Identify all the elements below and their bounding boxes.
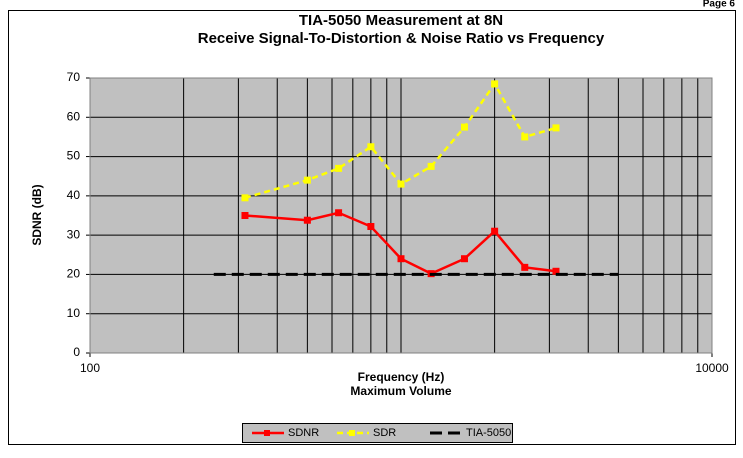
series-line — [244, 211, 557, 276]
data-point — [397, 255, 405, 263]
x-axis-sublabel: Maximum Volume — [350, 384, 451, 398]
data-point — [552, 267, 560, 275]
legend-marker — [349, 430, 355, 436]
series-line — [244, 81, 557, 200]
legend-box — [242, 423, 513, 443]
data-point — [303, 176, 311, 184]
legend-marker — [264, 430, 270, 436]
y-tick-label: 60 — [67, 109, 81, 123]
chart-subtitle: Receive Signal-To-Distortion & Noise Rat… — [198, 30, 605, 47]
y-tick-label: 40 — [67, 188, 81, 202]
data-point — [521, 263, 529, 271]
legend-label: TIA-5050 — [466, 427, 511, 439]
y-tick-label: 30 — [67, 227, 81, 241]
y-tick-label: 50 — [67, 149, 81, 163]
data-point — [491, 227, 499, 235]
plot-border — [89, 77, 713, 354]
data-point — [521, 133, 529, 141]
legend-label: SDR — [373, 427, 396, 439]
data-point — [460, 255, 468, 263]
data-point — [241, 194, 249, 202]
y-tick-label: 20 — [67, 267, 81, 281]
y-tick-label: 0 — [73, 345, 80, 359]
data-point — [491, 80, 499, 88]
data-point — [367, 223, 375, 230]
data-point — [427, 162, 435, 170]
data-point — [397, 180, 405, 188]
data-point — [241, 212, 249, 219]
page-label: Page 6 — [703, 0, 736, 10]
data-point — [367, 143, 375, 151]
x-tick-label: 100 — [80, 361, 100, 375]
chart-title: TIA-5050 Measurement at 8N — [299, 12, 503, 29]
y-tick-label: 10 — [67, 306, 81, 320]
data-point — [303, 216, 311, 224]
data-point — [552, 124, 560, 132]
x-axis-label: Frequency (Hz) — [358, 370, 445, 384]
y-axis-label: SDNR (dB) — [30, 184, 44, 245]
legend-label: SDNR — [288, 427, 319, 439]
data-point — [460, 123, 468, 131]
x-tick-label: 10000 — [695, 361, 729, 375]
data-point — [335, 164, 343, 172]
y-tick-label: 70 — [67, 70, 81, 84]
data-point — [335, 209, 343, 217]
